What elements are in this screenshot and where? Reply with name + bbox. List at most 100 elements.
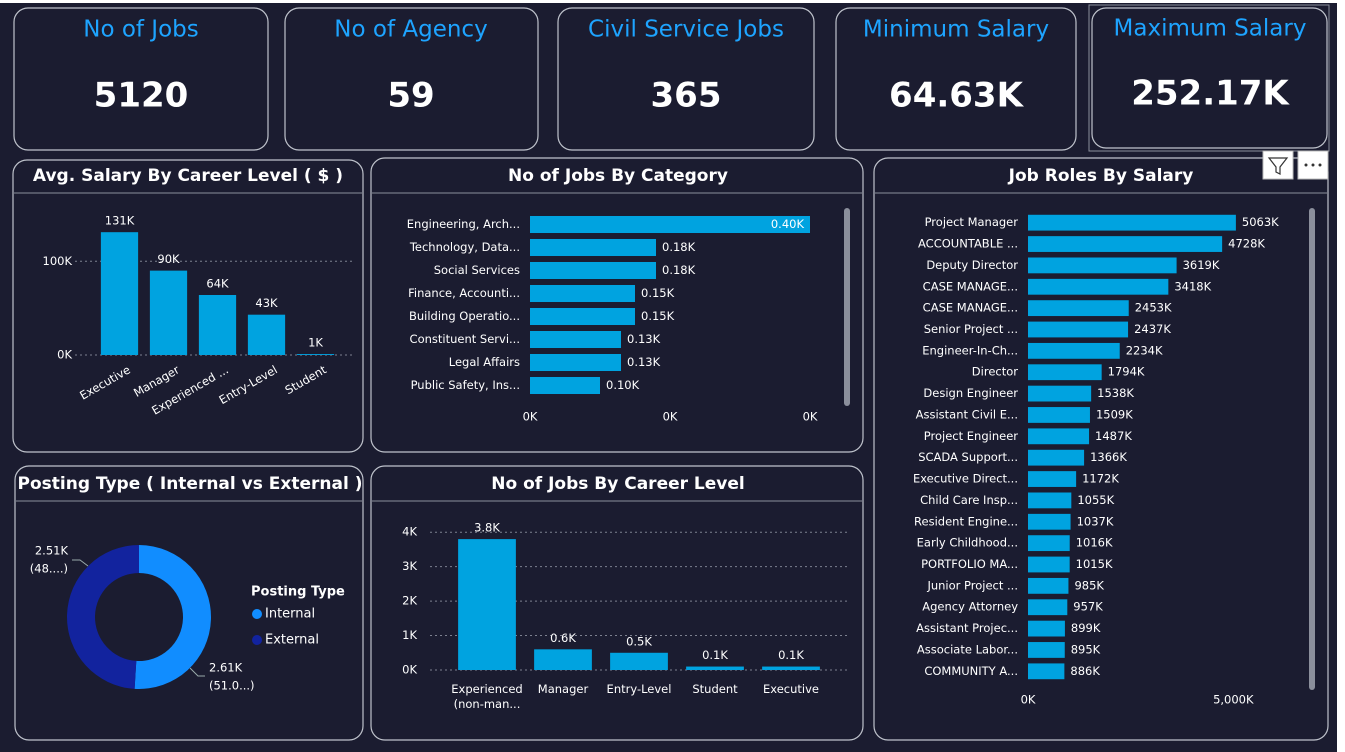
y-tick-label: Technology, Data... — [409, 240, 520, 254]
y-tick-label: Project Engineer — [924, 429, 1018, 443]
x-tick-label: 0K — [1021, 693, 1036, 707]
data-label: 895K — [1071, 642, 1101, 656]
bar — [1028, 513, 1071, 530]
bar — [1028, 300, 1129, 317]
bar — [458, 539, 516, 670]
y-tick-label: Associate Labor... — [917, 642, 1018, 656]
panel-title: No of Jobs By Career Level — [491, 474, 744, 494]
percent-label: (51.0...) — [209, 679, 255, 693]
data-label: 0.18K — [662, 263, 696, 277]
bar — [1028, 471, 1077, 487]
bar — [530, 330, 621, 349]
bar — [530, 353, 621, 372]
y-tick-label: Child Care Insp... — [920, 493, 1018, 507]
x-tick-label: Experienced (non-man... — [451, 682, 523, 711]
bar — [530, 307, 635, 326]
y-tick-label: Project Manager — [925, 215, 1019, 229]
data-label: 0.5K — [626, 634, 652, 648]
y-tick-label: Building Operatio... — [409, 309, 520, 323]
x-tick-label-box: Executive — [763, 682, 819, 696]
data-label: 0.18K — [662, 240, 696, 254]
data-label: 1366K — [1090, 450, 1127, 464]
bar — [534, 649, 592, 670]
more-button[interactable] — [1297, 150, 1329, 180]
x-tick-label: Executive — [763, 682, 819, 696]
card-value: 365 — [651, 76, 722, 116]
bar — [686, 666, 744, 670]
dot[interactable] — [1311, 163, 1315, 167]
card — [557, 7, 815, 151]
data-label: 2234K — [1126, 343, 1163, 357]
y-tick-label: Finance, Accounti... — [408, 286, 520, 300]
y-tick-label: 2K — [402, 594, 417, 608]
filter-icon[interactable] — [1267, 157, 1289, 175]
y-tick-label: PORTFOLIO MA... — [921, 557, 1018, 571]
panel — [370, 157, 864, 453]
card-label: Minimum Salary — [863, 17, 1049, 43]
data-label: 1055K — [1077, 493, 1114, 507]
bar — [296, 354, 335, 355]
data-label: 2.51K — [35, 544, 69, 558]
x-tick-label: Manager — [537, 682, 589, 696]
x-tick-label-box: Entry-Level — [607, 682, 672, 696]
bar — [1028, 556, 1070, 573]
x-tick-label: 0K — [803, 410, 818, 424]
y-tick-label: Assistant Projec... — [916, 621, 1018, 635]
card-value: 59 — [387, 76, 434, 116]
filter-box[interactable] — [1262, 150, 1294, 180]
bar — [1028, 364, 1102, 381]
y-tick-label: Deputy Director — [926, 258, 1018, 272]
card-label: Civil Service Jobs — [588, 17, 784, 43]
data-label: 3.8K — [474, 521, 500, 535]
bar — [1028, 577, 1069, 594]
y-tick-label: Public Safety, Ins... — [411, 378, 520, 392]
data-label: 64K — [206, 277, 229, 291]
slice — [66, 545, 139, 689]
data-label: 1509K — [1096, 407, 1133, 421]
right-strip — [1337, 0, 1345, 752]
bar — [1028, 492, 1072, 509]
card-focus — [1088, 4, 1330, 152]
data-label: 0.13K — [627, 332, 661, 346]
y-tick-label: ACCOUNTABLE ... — [918, 237, 1018, 251]
data-label: 0.15K — [641, 286, 675, 300]
dot[interactable] — [1304, 163, 1308, 167]
data-label: 1K — [308, 336, 323, 350]
legend-label: External — [265, 633, 319, 648]
y-tick-label: Engineering, Arch... — [407, 217, 520, 231]
y-tick-label: Director — [972, 365, 1018, 379]
data-label: 5063K — [1242, 215, 1279, 229]
slice — [134, 545, 211, 689]
y-tick-label: Legal Affairs — [449, 355, 520, 369]
scrollbar[interactable] — [844, 208, 850, 406]
card-value: 252.17K — [1131, 74, 1290, 114]
card — [13, 7, 269, 151]
top-strip — [0, 0, 1345, 3]
y-tick-label: Constituent Servi... — [410, 332, 520, 346]
bar — [762, 666, 820, 670]
bar — [530, 238, 656, 257]
y-tick-label: 3K — [402, 559, 417, 573]
data-label: 2437K — [1134, 322, 1171, 336]
dot[interactable] — [1318, 163, 1322, 167]
data-label: 0.40K — [771, 217, 805, 231]
bar — [530, 215, 810, 234]
scrollbar[interactable] — [1309, 208, 1315, 690]
card — [284, 7, 539, 151]
bar — [1028, 278, 1169, 295]
y-tick-label: 100K — [43, 254, 73, 268]
data-label: 0.1K — [702, 648, 728, 662]
bar — [530, 376, 600, 395]
filter-button[interactable] — [1262, 150, 1294, 180]
bar — [1028, 214, 1236, 231]
data-label: 3619K — [1183, 258, 1220, 272]
bar — [1028, 321, 1129, 338]
leader-line — [72, 559, 89, 567]
percent-label: (48....) — [30, 562, 68, 576]
y-tick-label: 0K — [57, 348, 72, 362]
data-label: 0.6K — [550, 631, 576, 645]
panel-title: Posting Type ( Internal vs External ) — [18, 474, 363, 494]
y-tick-label: 1K — [402, 628, 417, 642]
x-tick-label: 0K — [523, 410, 538, 424]
